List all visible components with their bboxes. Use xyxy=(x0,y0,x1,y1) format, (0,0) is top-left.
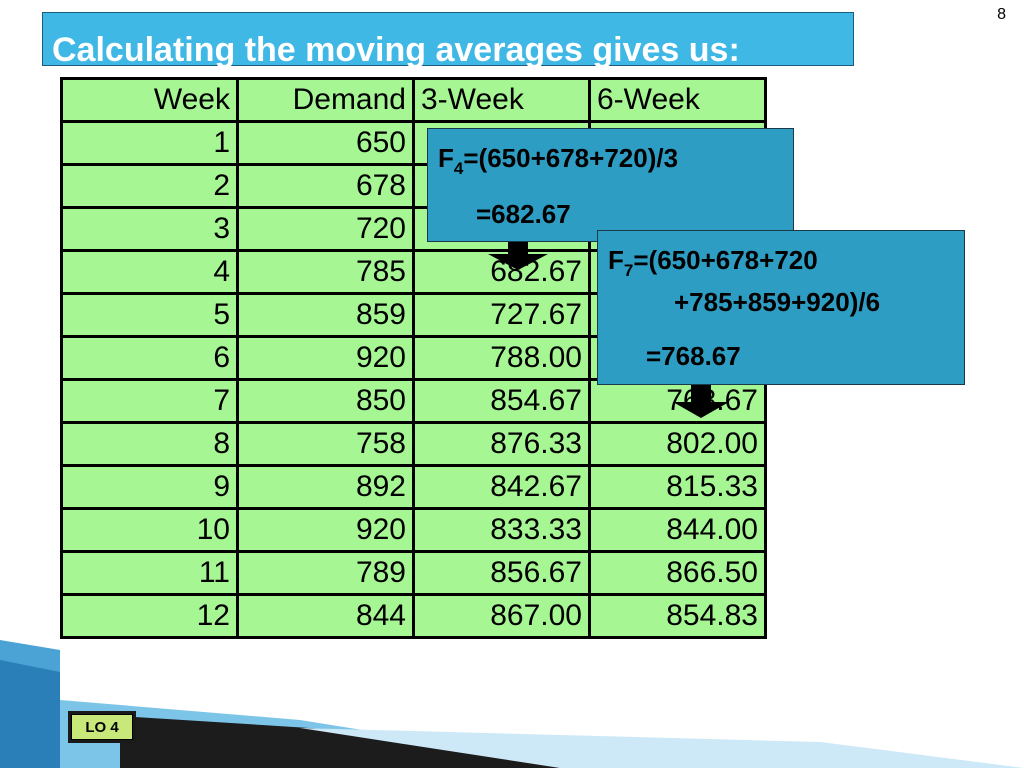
cell-6-week: 866.50 xyxy=(588,550,767,596)
cell-demand: 920 xyxy=(236,335,415,381)
callout-f4: F4=(650+678+720)/3 =682.67 xyxy=(427,128,794,242)
callout-f7-result: =768.67 xyxy=(646,341,741,371)
cell-3-week: 867.00 xyxy=(412,593,591,639)
cell-3-week: 833.33 xyxy=(412,507,591,553)
cell-3-week: 788.00 xyxy=(412,335,591,381)
table-row: 7 850 854.67 768.67 xyxy=(60,378,767,424)
callout-f7-letter: F xyxy=(608,245,624,275)
cell-week: 3 xyxy=(60,206,239,252)
cell-demand: 758 xyxy=(236,421,415,467)
callout-f7-formula-line1: =(650+678+720 xyxy=(633,245,818,275)
cell-6-week: 815.33 xyxy=(588,464,767,510)
callout-f4-formula: =(650+678+720)/3 xyxy=(463,143,679,173)
cell-week: 8 xyxy=(60,421,239,467)
header-3-week: 3-Week xyxy=(412,77,591,123)
callout-f7-formula-line2: +785+859+920)/6 xyxy=(674,287,881,317)
slide-title: Calculating the moving averages gives us… xyxy=(52,31,740,69)
table-row: 8 758 876.33 802.00 xyxy=(60,421,767,467)
cell-week: 10 xyxy=(60,507,239,553)
cell-week: 1 xyxy=(60,120,239,166)
cell-week: 11 xyxy=(60,550,239,596)
learning-objective-badge: LO 4 xyxy=(68,711,136,743)
callout-f4-letter: F xyxy=(438,143,454,173)
cell-3-week: 727.67 xyxy=(412,292,591,338)
arrow-down-icon xyxy=(673,384,729,418)
callout-f4-subscript: 4 xyxy=(453,159,464,178)
cell-demand: 920 xyxy=(236,507,415,553)
cell-demand: 850 xyxy=(236,378,415,424)
cell-demand: 844 xyxy=(236,593,415,639)
cell-demand: 678 xyxy=(236,163,415,209)
header-week: Week xyxy=(60,77,239,123)
cell-week: 2 xyxy=(60,163,239,209)
cell-week: 4 xyxy=(60,249,239,295)
cell-demand: 650 xyxy=(236,120,415,166)
callout-f4-result: =682.67 xyxy=(476,199,571,229)
cell-week: 6 xyxy=(60,335,239,381)
title-banner xyxy=(42,12,854,66)
cell-3-week: 842.67 xyxy=(412,464,591,510)
cell-week: 5 xyxy=(60,292,239,338)
header-demand: Demand xyxy=(236,77,415,123)
cell-demand: 785 xyxy=(236,249,415,295)
cell-3-week: 856.67 xyxy=(412,550,591,596)
cell-3-week: 854.67 xyxy=(412,378,591,424)
slide-number: 8 xyxy=(997,6,1006,23)
table-row: 9 892 842.67 815.33 xyxy=(60,464,767,510)
arrow-down-icon xyxy=(488,240,548,270)
cell-6-week: 854.83 xyxy=(588,593,767,639)
table-header-row: Week Demand 3-Week 6-Week xyxy=(60,77,767,123)
cell-demand: 789 xyxy=(236,550,415,596)
cell-week: 7 xyxy=(60,378,239,424)
cell-3-week: 876.33 xyxy=(412,421,591,467)
callout-f7-subscript: 7 xyxy=(623,261,634,280)
table-row: 11 789 856.67 866.50 xyxy=(60,550,767,596)
callout-f7: F7=(650+678+720 +785+859+920)/6 =768.67 xyxy=(597,230,965,385)
learning-objective-label: LO 4 xyxy=(71,714,133,740)
cell-week: 12 xyxy=(60,593,239,639)
table-row: 12 844 867.00 854.83 xyxy=(60,593,767,639)
cell-week: 9 xyxy=(60,464,239,510)
header-6-week: 6-Week xyxy=(588,77,767,123)
cell-demand: 720 xyxy=(236,206,415,252)
table-body: 1 650 2 678 3 720 4 785 682.67 5 859 727.67 6 920 788.… xyxy=(60,120,767,639)
cell-demand: 892 xyxy=(236,464,415,510)
cell-6-week: 844.00 xyxy=(588,507,767,553)
table-row: 10 920 833.33 844.00 xyxy=(60,507,767,553)
cell-6-week: 802.00 xyxy=(588,421,767,467)
cell-demand: 859 xyxy=(236,292,415,338)
